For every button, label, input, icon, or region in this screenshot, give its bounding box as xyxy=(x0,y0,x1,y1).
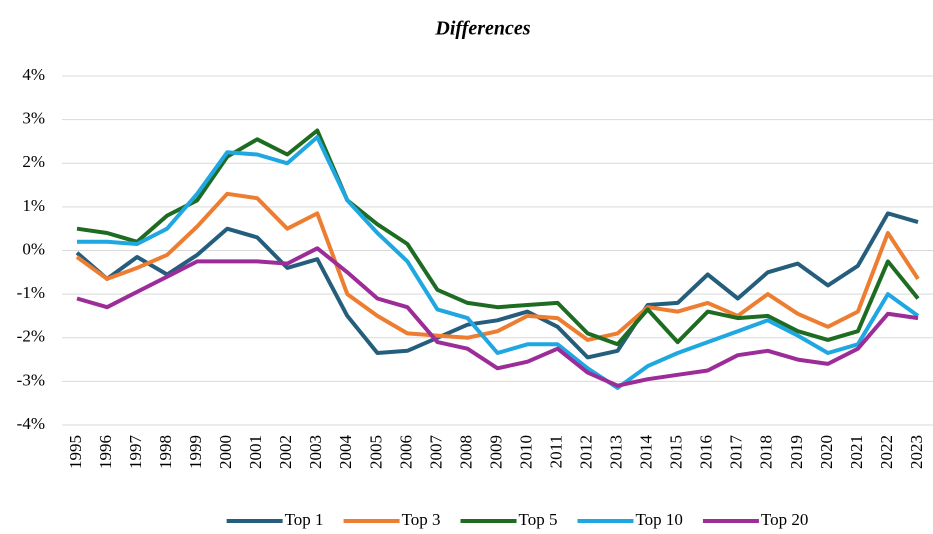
series-line xyxy=(76,246,919,388)
x-tick-label: 2011 xyxy=(546,435,565,468)
y-tick-label: -3% xyxy=(17,370,45,389)
legend-label: Top 10 xyxy=(635,510,682,529)
x-tick-label: 2010 xyxy=(516,435,535,469)
x-tick-label: 2007 xyxy=(426,435,445,470)
series-line xyxy=(75,211,919,360)
y-tick-label: -2% xyxy=(17,327,45,346)
series-line xyxy=(75,191,920,342)
series-line xyxy=(77,135,920,390)
x-tick-label: 2008 xyxy=(456,435,475,469)
x-tick-label: 2019 xyxy=(787,435,806,469)
x-tick-label: 1997 xyxy=(126,435,145,470)
x-tick-label: 2002 xyxy=(276,435,295,469)
y-tick-label: 2% xyxy=(22,152,45,171)
x-tick-label: 2022 xyxy=(877,435,896,469)
x-tick-label: 2023 xyxy=(907,435,926,469)
x-tick-label: 2006 xyxy=(396,435,415,469)
x-tick-label: 2017 xyxy=(727,435,746,470)
x-tick-label: 2003 xyxy=(306,435,325,469)
y-tick-label: 4% xyxy=(22,65,45,84)
y-tick-label: 0% xyxy=(22,239,45,258)
legend-label: Top 1 xyxy=(285,510,324,529)
chart-title: Differences xyxy=(434,18,530,40)
x-tick-label: 2015 xyxy=(667,435,686,469)
x-tick-label: 2014 xyxy=(637,435,656,470)
x-tick-label: 2009 xyxy=(486,435,505,469)
series-line xyxy=(76,128,920,347)
legend-label: Top 5 xyxy=(519,510,558,529)
x-tick-label: 1998 xyxy=(156,435,175,469)
x-tick-label: 1996 xyxy=(96,435,115,469)
x-tick-label: 2016 xyxy=(697,435,716,469)
x-tick-label: 1999 xyxy=(186,435,205,469)
x-tick-label: 2004 xyxy=(336,435,355,470)
x-tick-label: 2018 xyxy=(757,435,776,469)
x-tick-label: 2012 xyxy=(577,435,596,469)
legend-label: Top 3 xyxy=(402,510,441,529)
x-tick-label: 2005 xyxy=(366,435,385,469)
x-tick-label: 2020 xyxy=(817,435,836,469)
y-tick-label: -4% xyxy=(17,414,45,433)
y-tick-label: 3% xyxy=(22,109,45,128)
x-tick-label: 2021 xyxy=(847,435,866,469)
x-tick-label: 1995 xyxy=(66,435,85,469)
x-tick-label: 2001 xyxy=(246,435,265,469)
x-tick-label: 2013 xyxy=(607,435,626,469)
x-tick-label: 2000 xyxy=(216,435,235,469)
y-tick-label: 1% xyxy=(22,196,45,215)
legend-label: Top 20 xyxy=(761,510,808,529)
y-tick-label: -1% xyxy=(17,283,45,302)
